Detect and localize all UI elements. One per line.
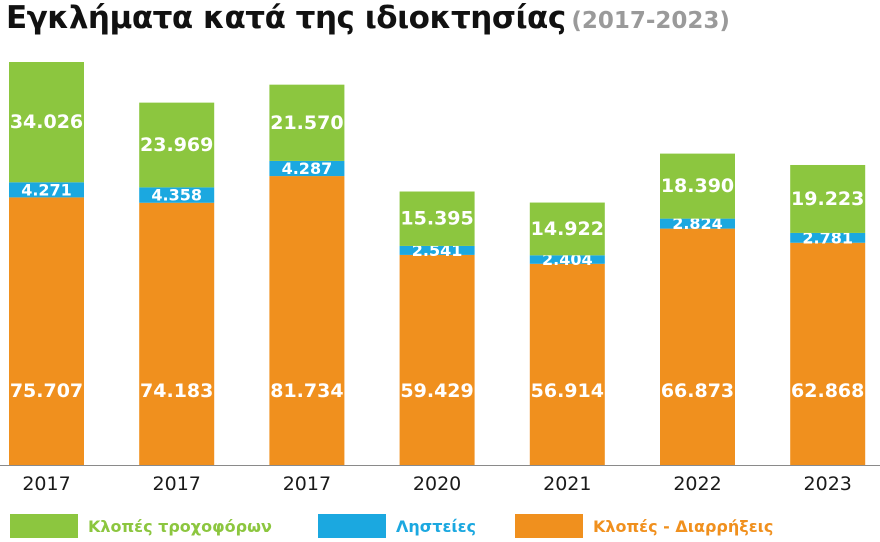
data-label-burglaries-0: 75.707 (10, 380, 83, 402)
data-label-burglaries-2: 81.734 (270, 380, 343, 402)
legend-swatch-burglaries (515, 514, 583, 538)
bar-robberies-6 (790, 232, 866, 243)
data-label-vehicle-theft-4: 14.922 (531, 218, 604, 240)
bar-vehicle-theft-3 (399, 191, 475, 246)
bar-burglaries-1 (139, 202, 215, 465)
x-tick-label-4: 2021 (543, 473, 591, 495)
legend-item-robberies: Ληστείες (318, 514, 476, 538)
data-label-burglaries-4: 56.914 (531, 380, 604, 402)
data-label-burglaries-6: 62.868 (791, 380, 864, 402)
legend-swatch-robberies (318, 514, 386, 538)
x-tick-label-2: 2017 (283, 473, 331, 495)
bar-burglaries-5 (660, 228, 735, 465)
data-label-vehicle-theft-3: 15.395 (400, 208, 473, 230)
legend-item-vehicle-theft: Κλοπές τροχοφόρων (10, 514, 272, 538)
bar-burglaries-6 (790, 242, 866, 465)
data-label-burglaries-5: 66.873 (661, 380, 734, 402)
legend-label-robberies: Ληστείες (396, 516, 476, 536)
bar-vehicle-theft-2 (269, 84, 345, 161)
data-label-burglaries-3: 59.429 (400, 380, 473, 402)
bar-burglaries-0 (9, 197, 84, 465)
bar-vehicle-theft-0 (9, 62, 84, 183)
bar-vehicle-theft-5 (660, 153, 735, 219)
data-label-vehicle-theft-0: 34.026 (10, 111, 83, 133)
bar-robberies-5 (660, 218, 735, 229)
x-tick-label-0: 2017 (22, 473, 70, 495)
data-label-vehicle-theft-5: 18.390 (661, 175, 734, 197)
bar-robberies-2 (269, 160, 345, 177)
x-tick-label-6: 2023 (804, 473, 852, 495)
chart-legend: Κλοπές τροχοφόρων Ληστείες Κλοπές - Διαρ… (0, 508, 880, 542)
data-label-burglaries-1: 74.183 (140, 380, 213, 402)
bar-robberies-3 (399, 245, 475, 255)
legend-item-burglaries: Κλοπές - Διαρρήξεις (515, 514, 773, 538)
x-tick-label-1: 2017 (153, 473, 201, 495)
bar-burglaries-2 (269, 176, 345, 465)
chart-title: Εγκλήματα κατά της ιδιοκτησίας (2017-202… (6, 0, 730, 36)
x-tick-label-5: 2022 (673, 473, 721, 495)
bar-burglaries-4 (529, 263, 605, 465)
legend-swatch-vehicle-theft (10, 514, 78, 538)
bar-burglaries-3 (399, 254, 475, 465)
legend-label-burglaries: Κλοπές - Διαρρήξεις (593, 516, 774, 536)
data-label-robberies-5: 2.824 (672, 214, 723, 233)
bar-robberies-1 (139, 187, 215, 203)
bar-vehicle-theft-6 (790, 164, 866, 233)
data-label-robberies-0: 4.271 (21, 180, 72, 199)
chart-title-main: Εγκλήματα κατά της ιδιοκτησίας (6, 0, 566, 36)
data-label-robberies-1: 4.358 (151, 186, 202, 205)
data-label-robberies-2: 4.287 (282, 159, 333, 178)
data-label-vehicle-theft-2: 21.570 (270, 112, 343, 134)
legend-label-vehicle-theft: Κλοπές τροχοφόρων (88, 516, 272, 536)
bar-robberies-0 (9, 182, 84, 198)
bar-robberies-4 (529, 255, 605, 264)
data-label-robberies-6: 2.781 (802, 228, 853, 247)
data-label-vehicle-theft-6: 19.223 (791, 188, 864, 210)
data-label-vehicle-theft-1: 23.969 (140, 134, 213, 156)
x-tick-label-3: 2020 (413, 473, 461, 495)
stacked-bar-chart: 75.707 4.271 34.026 2017 74.183 4.358 23.969 20… (0, 62, 880, 495)
chart-title-years: (2017-2023) (571, 8, 730, 34)
bar-vehicle-theft-4 (529, 202, 605, 256)
bar-vehicle-theft-1 (139, 102, 215, 188)
